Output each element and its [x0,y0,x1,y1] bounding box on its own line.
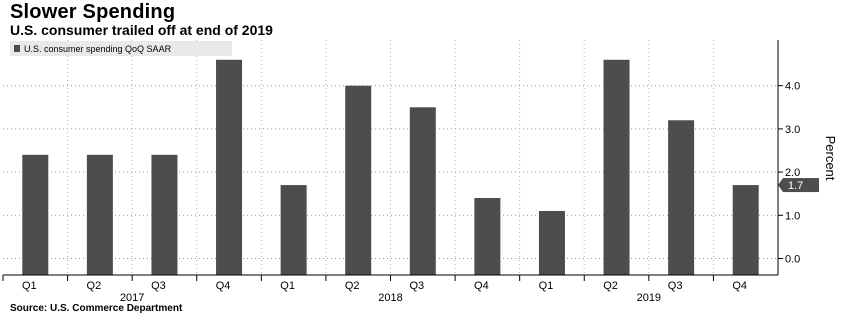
x-tick-label: Q4 [216,280,231,292]
last-value-label: 1.7 [788,180,803,192]
bars [22,59,759,275]
source-note: Source: U.S. Commerce Department [10,303,183,314]
chart-subtitle: U.S. consumer trailed off at end of 2019 [10,22,273,38]
x-tick-label: Q2 [87,280,102,292]
legend-swatch [14,45,20,52]
y-axis-label: Percent [823,136,838,181]
x-tick-label: Q2 [345,280,360,292]
y-tick-label: 4.0 [785,81,800,93]
bar [151,154,178,275]
gridlines [3,40,778,275]
x-tick-label: Q1 [22,280,37,292]
x-tick-label: Q3 [668,280,683,292]
legend-background [10,41,232,56]
y-tick-label: 0.0 [785,254,800,266]
y-tick-label: 1.0 [785,210,800,222]
x-tick-label: Q3 [409,280,424,292]
x-tick-label: Q1 [539,280,554,292]
bar [280,185,307,275]
bar [22,154,49,275]
legend: U.S. consumer spending QoQ SAAR [10,41,232,56]
bar [668,120,695,275]
x-tick-label: Q4 [732,280,747,292]
x-tick-label: Q1 [280,280,295,292]
bar [409,107,436,275]
bar [538,210,565,275]
year-label: 2017 [120,292,144,304]
y-tick-label: 2.0 [785,167,800,179]
bar [474,198,501,275]
chart-title: Slower Spending [10,1,176,23]
year-label: 2019 [637,292,661,304]
last-value-tag-arrow [778,178,783,193]
x-tick-label: Q2 [603,280,618,292]
bar [345,85,372,275]
y-tick-label: 3.0 [785,124,800,136]
last-value-tag [783,178,819,193]
bar [86,154,113,275]
bar [732,185,759,275]
bar [603,59,630,275]
axes: 0.0 1.0 2.0 3.0 4.0 Q1 Q2 Q3 Q4 Q1 Q2 Q3 Q4 Q1 Q2 Q3 Q4 2… [2,40,819,304]
bar [216,59,243,275]
year-label: 2018 [378,292,402,304]
x-tick-label: Q4 [474,280,489,292]
legend-label: U.S. consumer spending QoQ SAAR [24,44,172,54]
x-tick-label: Q3 [151,280,166,292]
